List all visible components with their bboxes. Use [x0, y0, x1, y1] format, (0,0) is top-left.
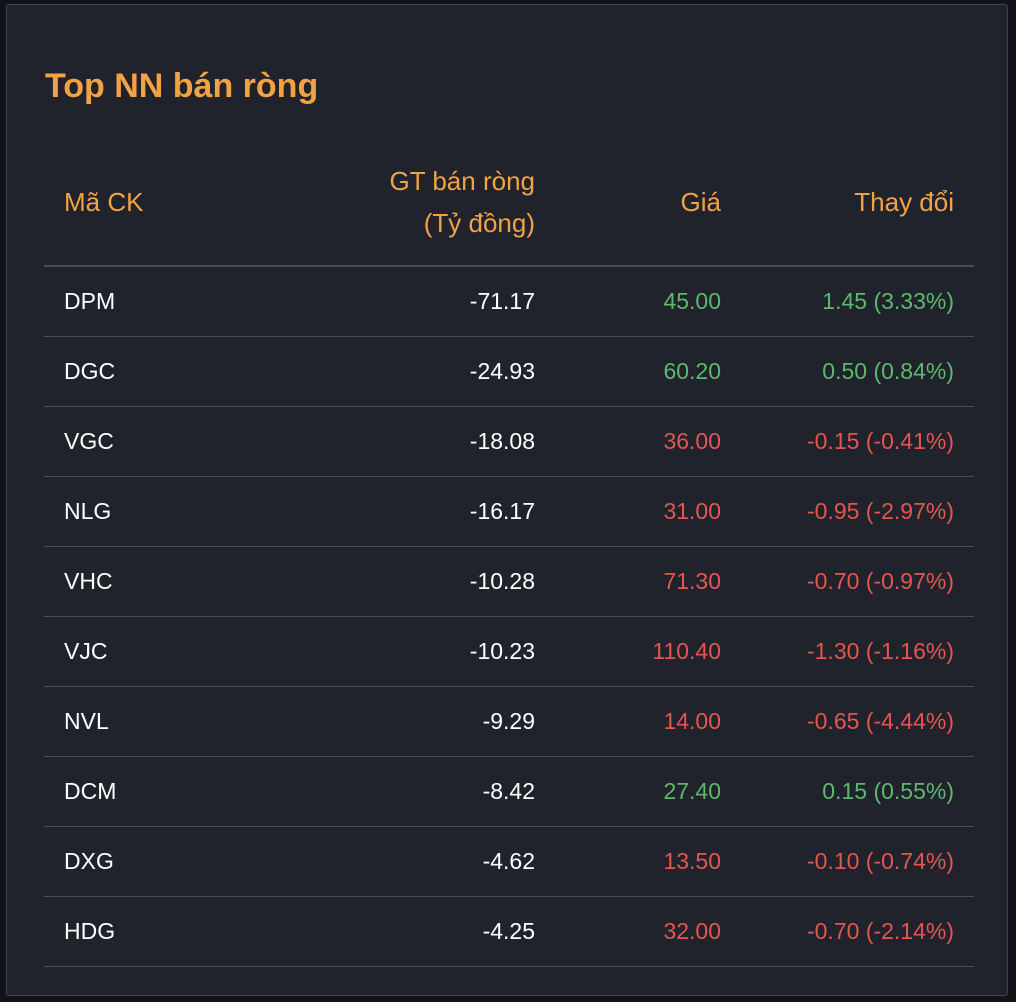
table-row[interactable]: VJC -10.23 110.40 -1.30 (-1.16%): [44, 617, 974, 687]
cell-price: 60.20: [663, 358, 721, 384]
column-header-code[interactable]: Mã CK: [64, 187, 144, 217]
cell-price: 32.00: [663, 918, 721, 944]
cell-stock-code: DXG: [64, 848, 114, 874]
cell-stock-code: NVL: [64, 708, 109, 734]
cell-change: -0.65 (-4.44%): [806, 708, 954, 734]
net-sell-table: Mã CK GT bán ròng (Tỷ đồng) Giá Thay đổi…: [44, 147, 974, 967]
cell-price: 36.00: [663, 428, 721, 454]
cell-net-sell-value: -71.17: [469, 288, 535, 314]
column-header-price[interactable]: Giá: [680, 187, 721, 217]
table-row[interactable]: NVL -9.29 14.00 -0.65 (-4.44%): [44, 687, 974, 757]
cell-stock-code: DPM: [64, 288, 116, 314]
table-row[interactable]: DPM -71.17 45.00 1.45 (3.33%): [44, 267, 974, 337]
cell-net-sell-value: -8.42: [482, 778, 535, 804]
cell-net-sell-value: -16.17: [469, 498, 535, 524]
cell-change: -0.70 (-0.97%): [806, 568, 954, 594]
cell-change: 1.45 (3.33%): [822, 288, 954, 314]
cell-net-sell-value: -10.23: [469, 638, 535, 664]
cell-net-sell-value: -24.93: [469, 358, 535, 384]
cell-change: -0.95 (-2.97%): [806, 498, 954, 524]
table-row[interactable]: DGC -24.93 60.20 0.50 (0.84%): [44, 337, 974, 407]
table-row[interactable]: NLG -16.17 31.00 -0.95 (-2.97%): [44, 477, 974, 547]
cell-net-sell-value: -9.29: [482, 708, 535, 734]
table-row[interactable]: HDG -4.25 32.00 -0.70 (-2.14%): [44, 897, 974, 967]
cell-net-sell-value: -4.62: [482, 848, 535, 874]
cell-price: 110.40: [652, 638, 721, 664]
cell-net-sell-value: -18.08: [469, 428, 535, 454]
cell-net-sell-value: -4.25: [482, 918, 535, 944]
cell-price: 13.50: [663, 848, 721, 874]
column-header-net-sell-value[interactable]: GT bán ròng (Tỷ đồng): [389, 160, 535, 244]
cell-stock-code: HDG: [64, 918, 116, 944]
foreign-net-sell-panel: Top NN bán ròng Mã CK GT bán ròng (Tỷ đồ…: [6, 4, 1008, 996]
cell-price: 45.00: [663, 288, 721, 314]
cell-change: 0.50 (0.84%): [822, 358, 954, 384]
cell-change: -1.30 (-1.16%): [806, 638, 954, 664]
cell-net-sell-value: -10.28: [469, 568, 535, 594]
table-row[interactable]: DCM -8.42 27.40 0.15 (0.55%): [44, 757, 974, 827]
cell-change: -0.15 (-0.41%): [806, 428, 954, 454]
table-row[interactable]: VHC -10.28 71.30 -0.70 (-0.97%): [44, 547, 974, 617]
cell-price: 27.40: [663, 778, 721, 804]
cell-price: 31.00: [663, 498, 721, 524]
cell-stock-code: DGC: [64, 358, 116, 384]
cell-stock-code: DCM: [64, 778, 117, 804]
table-row[interactable]: VGC -18.08 36.00 -0.15 (-0.41%): [44, 407, 974, 477]
column-header-change[interactable]: Thay đổi: [854, 187, 954, 217]
cell-change: -0.70 (-2.14%): [806, 918, 954, 944]
column-header-net-sell-value-unit: (Tỷ đồng): [423, 208, 535, 238]
table-body: DPM -71.17 45.00 1.45 (3.33%) DGC -24.93 60.20…: [44, 267, 974, 967]
table-row[interactable]: DXG -4.62 13.50 -0.10 (-0.74%): [44, 827, 974, 897]
cell-change: -0.10 (-0.74%): [806, 848, 954, 874]
cell-price: 14.00: [663, 708, 721, 734]
cell-stock-code: VJC: [64, 638, 108, 664]
cell-stock-code: NLG: [64, 498, 112, 524]
cell-stock-code: VHC: [64, 568, 113, 594]
column-header-net-sell-value-line1: GT bán ròng: [389, 166, 535, 196]
cell-stock-code: VGC: [64, 428, 114, 454]
cell-change: 0.15 (0.55%): [822, 778, 954, 804]
panel-title: Top NN bán ròng: [45, 67, 319, 105]
cell-price: 71.30: [663, 568, 721, 594]
table-header: Mã CK GT bán ròng (Tỷ đồng) Giá Thay đổi: [44, 147, 974, 267]
